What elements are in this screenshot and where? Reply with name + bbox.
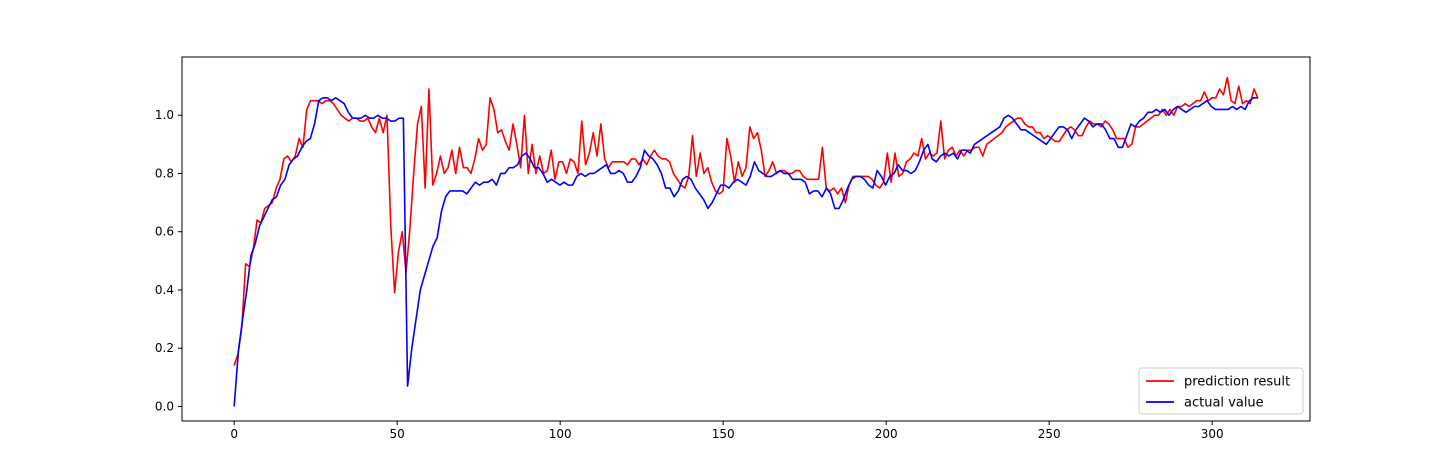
x-axis: 0 50 100 150 200 250 300 (230, 421, 1224, 441)
y-tick-label: 0.4 (155, 283, 174, 297)
series-layer (233, 76, 1259, 407)
legend-label-1: prediction result (1184, 375, 1290, 390)
series-line-1 (233, 76, 1259, 366)
x-tick-label: 50 (390, 427, 405, 441)
x-tick-label: 0 (230, 427, 238, 441)
series-line-2 (233, 96, 1258, 407)
x-tick-label: 200 (875, 427, 898, 441)
x-tick-label: 150 (712, 427, 735, 441)
plot-frame (181, 56, 1311, 422)
y-tick-label: 0.6 (155, 225, 174, 239)
legend: prediction result actual value (1138, 367, 1304, 415)
x-tick-label: 100 (549, 427, 572, 441)
legend-label-2: actual value (1184, 396, 1264, 411)
y-axis: 0.0 0.2 0.4 0.6 0.8 1.0 (155, 108, 182, 413)
y-tick-label: 0.8 (155, 166, 174, 180)
y-tick-label: 0.0 (155, 399, 174, 413)
y-tick-label: 1.0 (155, 108, 174, 122)
legend-box (1138, 367, 1304, 415)
x-tick-label: 250 (1038, 427, 1061, 441)
y-tick-label: 0.2 (155, 341, 174, 355)
x-tick-label: 300 (1201, 427, 1224, 441)
